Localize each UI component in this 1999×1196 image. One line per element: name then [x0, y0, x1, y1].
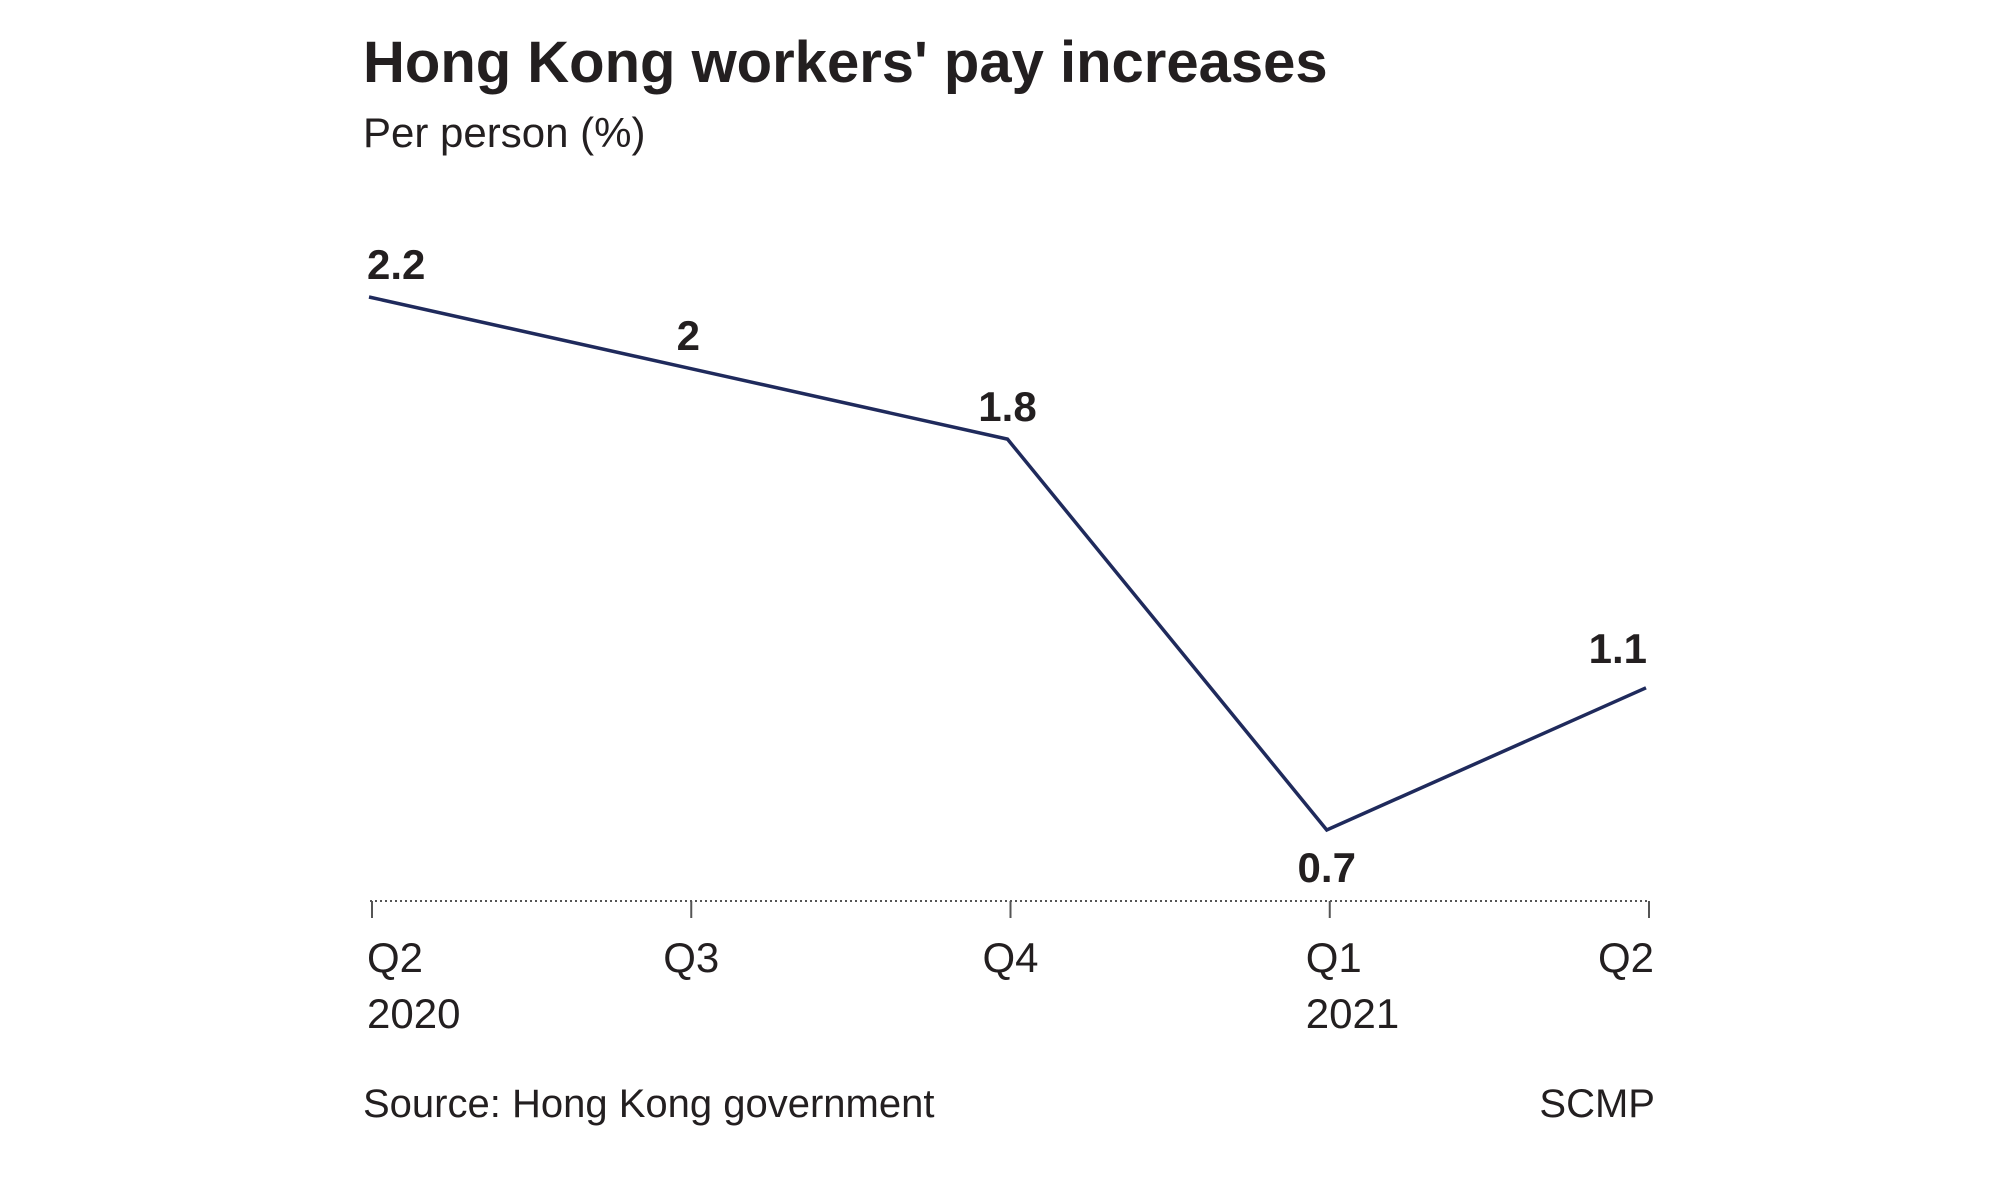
x-tick-label: Q2: [1598, 934, 1654, 981]
data-label: 0.7: [1298, 844, 1356, 891]
data-label: 1.1: [1589, 625, 1647, 672]
data-label: 2: [677, 312, 700, 359]
x-tick-label: Q1: [1306, 934, 1362, 981]
x-tick-year: 2020: [367, 990, 460, 1037]
data-label: 2.2: [367, 241, 425, 288]
x-tick-year: 2021: [1306, 990, 1399, 1037]
series-line: [368, 295, 1647, 833]
data-label: 1.8: [978, 383, 1036, 430]
x-tick-label: Q2: [367, 934, 423, 981]
x-tick-label: Q3: [663, 934, 719, 981]
chart-subtitle: Per person (%): [363, 109, 645, 156]
source-note: Source: Hong Kong government: [363, 1082, 934, 1126]
x-tick-label: Q4: [982, 934, 1038, 981]
credit: SCMP: [1539, 1082, 1655, 1126]
chart-title: Hong Kong workers' pay increases: [363, 30, 1328, 95]
